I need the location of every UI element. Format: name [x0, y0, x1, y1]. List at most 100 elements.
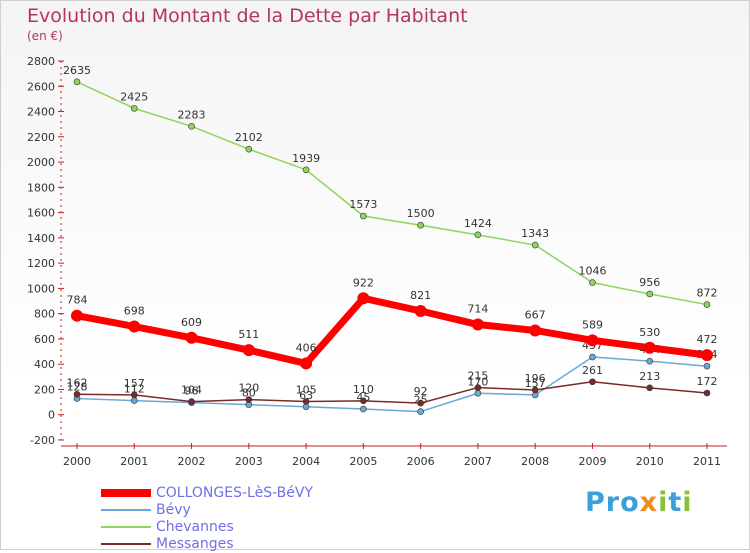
legend-label: Chevannes	[156, 519, 234, 535]
data-label: 157	[525, 377, 546, 390]
y-tick-label: 2200	[27, 131, 55, 144]
y-tick-label: -200	[30, 434, 55, 447]
legend-swatch	[101, 543, 151, 545]
data-point	[589, 353, 596, 361]
data-label: 105	[296, 383, 317, 396]
data-point	[300, 357, 313, 370]
data-label: 472	[697, 333, 718, 346]
data-label: 1939	[292, 152, 320, 165]
data-label: 104	[181, 384, 202, 397]
data-label: 80	[242, 387, 256, 400]
x-tick-label: 2002	[178, 455, 206, 468]
x-tick-label: 2004	[292, 455, 320, 468]
series-line	[76, 81, 708, 306]
y-tick-label: 2400	[27, 106, 55, 119]
data-point	[128, 320, 141, 333]
data-label: 821	[410, 289, 431, 302]
data-point	[531, 241, 539, 249]
data-point	[130, 397, 138, 404]
series-line	[76, 381, 708, 404]
data-point	[471, 318, 484, 331]
data-label: 872	[697, 287, 718, 300]
y-tick-label: 2800	[27, 55, 55, 68]
data-label: 698	[124, 305, 145, 318]
data-point	[703, 301, 711, 308]
data-point	[245, 396, 253, 403]
data-label: 511	[238, 328, 259, 341]
data-point	[589, 378, 596, 386]
data-point	[188, 398, 195, 405]
data-point	[474, 231, 482, 239]
chart-subtitle: (en €)	[27, 29, 63, 43]
data-point	[474, 384, 482, 391]
data-label: 1424	[464, 217, 492, 230]
data-point	[357, 292, 370, 305]
data-label: 922	[353, 276, 374, 289]
y-tick-label: 800	[34, 308, 55, 321]
x-tick-label: 2005	[349, 455, 377, 468]
legend-label: Bévy	[156, 502, 191, 518]
data-label: 714	[467, 303, 488, 316]
data-label: 157	[124, 377, 145, 390]
x-tick-label: 2007	[464, 455, 492, 468]
y-tick-label: 600	[34, 333, 55, 346]
data-label: 530	[639, 326, 660, 339]
data-point	[242, 344, 255, 357]
y-tick-label: 200	[34, 383, 55, 396]
data-point	[474, 389, 482, 397]
data-label: 2425	[120, 90, 148, 103]
data-label: 1343	[521, 227, 549, 240]
data-point	[531, 386, 539, 394]
y-tick-label: 2600	[27, 80, 55, 93]
data-point	[188, 123, 195, 130]
proxiti-logo: Proxiti	[585, 487, 693, 518]
y-tick-label: 1600	[27, 207, 55, 220]
data-point	[73, 390, 81, 398]
data-point	[417, 221, 424, 229]
y-tick-label: 1400	[27, 232, 55, 245]
data-label: 1500	[407, 207, 435, 220]
data-point	[589, 279, 596, 286]
legend-swatch	[101, 509, 151, 511]
y-tick-label: 1800	[27, 181, 55, 194]
x-tick-label: 2009	[578, 455, 606, 468]
y-tick-label: 1200	[27, 257, 55, 270]
legend-swatch	[101, 526, 151, 528]
data-label: 667	[525, 308, 546, 321]
data-label: 2635	[63, 64, 91, 77]
x-tick-label: 2006	[407, 455, 435, 468]
chart-title: Evolution du Montant de la Dette par Hab…	[27, 5, 468, 27]
data-point	[643, 341, 656, 354]
x-tick-label: 2001	[120, 455, 148, 468]
data-label: 112	[124, 383, 145, 396]
data-label: 589	[582, 318, 603, 331]
data-point	[414, 305, 427, 318]
legend-swatch	[101, 489, 151, 497]
data-label: 162	[67, 376, 88, 389]
legend-label: Messanges	[156, 536, 234, 552]
data-point	[417, 408, 424, 415]
data-label: 1573	[349, 198, 377, 211]
x-tick-label: 2000	[63, 455, 91, 468]
data-label: 128	[67, 381, 88, 394]
data-label: 406	[296, 341, 317, 354]
data-point	[302, 166, 310, 174]
x-tick-label: 2008	[521, 455, 549, 468]
data-point	[703, 362, 711, 370]
data-label: 63	[299, 389, 313, 402]
data-label: 2102	[235, 131, 263, 144]
data-label: 120	[238, 382, 259, 395]
data-point	[646, 384, 654, 392]
data-point	[71, 309, 83, 322]
data-point	[586, 334, 599, 347]
data-point	[703, 389, 711, 397]
series-line	[76, 294, 708, 367]
data-point	[646, 290, 654, 298]
series-line	[76, 356, 708, 413]
data-label: 196	[525, 372, 546, 385]
data-label: 96	[185, 385, 199, 398]
x-tick-label: 2011	[693, 455, 721, 468]
data-label: 2283	[178, 108, 206, 121]
